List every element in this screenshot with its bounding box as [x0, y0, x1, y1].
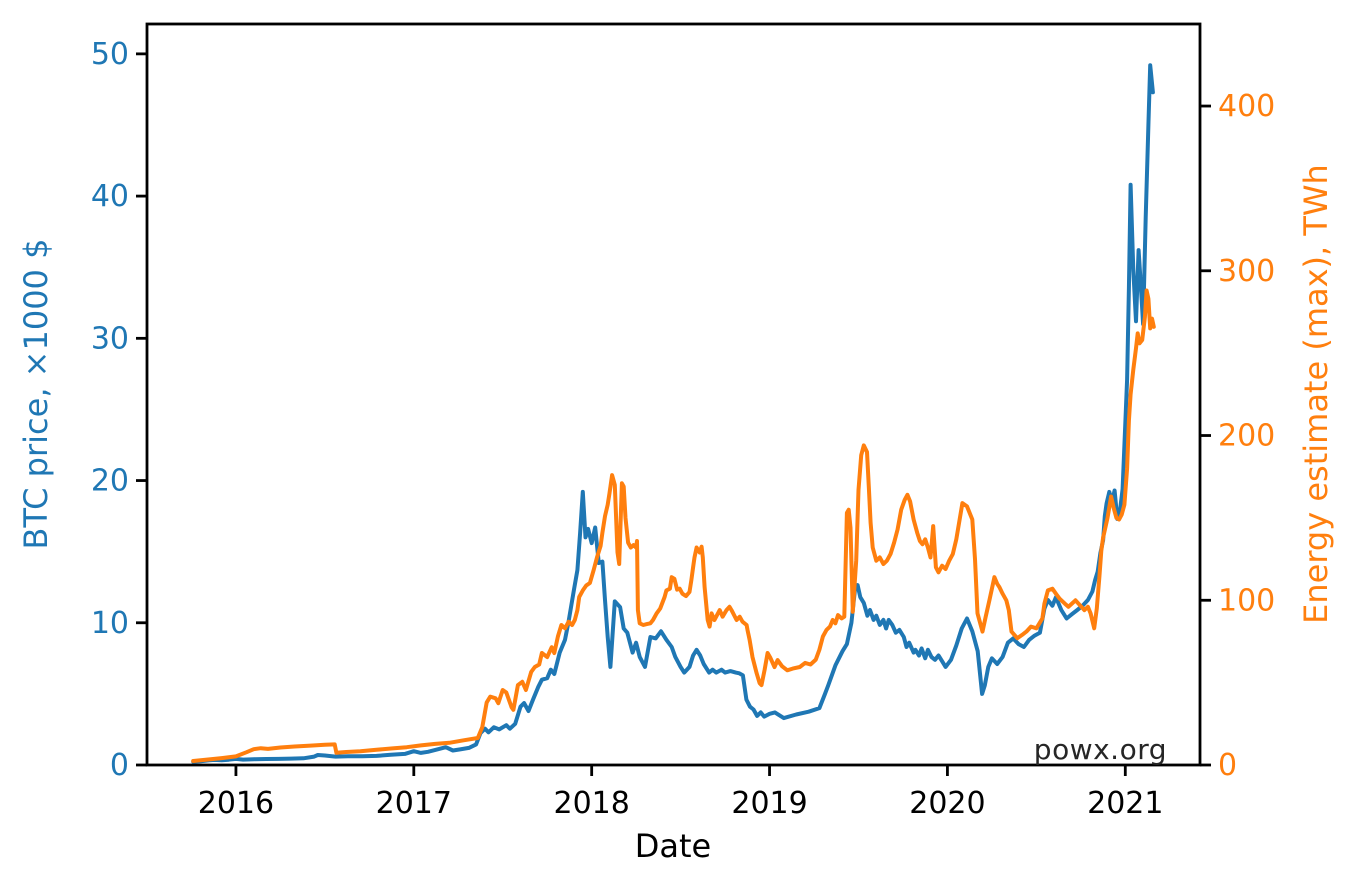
- btc-price-line: [191, 63, 1155, 764]
- x-tick-label: 2021: [1087, 786, 1163, 821]
- y-right-tick-label: 100: [1218, 583, 1275, 618]
- x-tick-label: 2017: [376, 786, 452, 821]
- y-right-tick-label: 300: [1218, 254, 1275, 289]
- y-right-tick-label: 400: [1218, 89, 1275, 124]
- y-left-tick-label: 30: [91, 321, 129, 356]
- y-left-tick-label: 50: [91, 37, 129, 72]
- x-tick-label: 2019: [731, 786, 807, 821]
- y-left-tick-label: 20: [91, 464, 129, 499]
- x-axis-label: Date: [634, 827, 712, 865]
- y-left-tick-label: 40: [91, 179, 129, 214]
- y-left-tick-label: 10: [91, 606, 129, 641]
- y-right-tick-label: 0: [1218, 748, 1237, 783]
- x-tick-label: 2020: [909, 786, 985, 821]
- y-axis-label-right: Energy estimate (max), TWh: [1297, 164, 1335, 624]
- x-tick-label: 2018: [553, 786, 629, 821]
- x-tick-label: 2016: [198, 786, 274, 821]
- energy-estimate-line: [191, 288, 1156, 763]
- y-axis-label-left: BTC price, ×1000 $: [17, 238, 55, 550]
- y-left-tick-label: 0: [110, 748, 129, 783]
- plot-border: [145, 22, 1202, 767]
- y-right-tick-label: 200: [1218, 419, 1275, 454]
- watermark-text: powx.org: [1033, 733, 1167, 766]
